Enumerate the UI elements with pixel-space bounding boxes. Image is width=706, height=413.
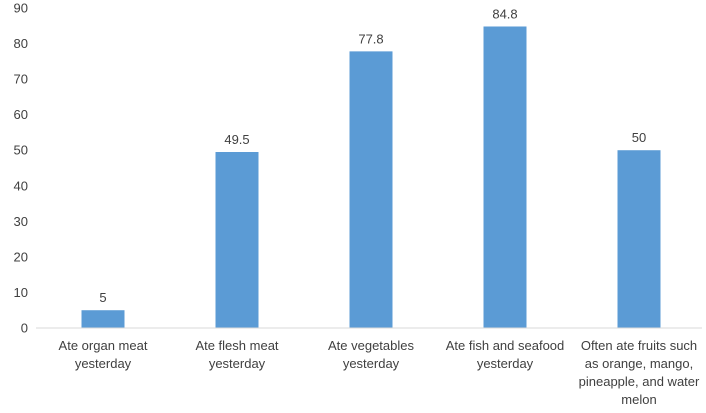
data-label-4: 84.8 — [492, 6, 517, 21]
y-tick-label: 50 — [14, 143, 28, 158]
x-category-label-line: yesterday — [477, 356, 534, 371]
y-tick-label: 70 — [14, 72, 28, 87]
y-tick-label: 10 — [14, 285, 28, 300]
x-category-label-line: Often ate fruits such — [581, 338, 697, 353]
bar-series — [81, 26, 661, 328]
y-tick-label: 40 — [14, 178, 28, 193]
x-axis: Ate organ meat yesterday Ate flesh meat yes… — [36, 327, 702, 407]
y-tick-label: 30 — [14, 214, 28, 229]
bar-4 — [483, 26, 527, 328]
x-category-label-4: Ate fish and seafood yesterday — [446, 338, 565, 371]
x-category-label-line: as orange, mango, — [585, 356, 693, 371]
data-label-3: 77.8 — [358, 31, 383, 46]
x-category-label-2: Ate flesh meat yesterday — [195, 338, 278, 371]
x-category-label-5: Often ate fruits such as orange, mango, pi… — [579, 338, 700, 407]
x-category-label-line: pineapple, and water — [579, 374, 700, 389]
y-tick-label: 0 — [21, 321, 28, 336]
x-category-label-line: yesterday — [75, 356, 132, 371]
y-tick-label: 20 — [14, 249, 28, 264]
bar-1 — [81, 310, 125, 328]
bar-2 — [215, 152, 259, 328]
x-category-label-line: melon — [621, 392, 656, 407]
x-category-label-line: Ate vegetables — [328, 338, 415, 353]
bar-3 — [349, 51, 393, 328]
y-tick-label: 90 — [14, 1, 28, 16]
y-tick-label: 80 — [14, 36, 28, 51]
x-category-label-line: Ate fish and seafood — [446, 338, 565, 353]
data-labels: 5 49.5 77.8 84.8 50 — [99, 6, 646, 305]
x-category-label-line: yesterday — [343, 356, 400, 371]
x-category-label-line: yesterday — [209, 356, 266, 371]
x-category-label-3: Ate vegetables yesterday — [328, 338, 415, 371]
x-category-label-line: Ate flesh meat — [195, 338, 278, 353]
y-axis: 0 10 20 30 40 50 60 70 80 90 — [14, 1, 28, 336]
x-category-label-line: Ate organ meat — [59, 338, 148, 353]
bar-5 — [617, 150, 661, 328]
data-label-5: 50 — [632, 130, 646, 145]
x-category-label-1: Ate organ meat yesterday — [59, 338, 148, 371]
data-label-1: 5 — [99, 290, 106, 305]
y-tick-label: 60 — [14, 107, 28, 122]
data-label-2: 49.5 — [224, 132, 249, 147]
